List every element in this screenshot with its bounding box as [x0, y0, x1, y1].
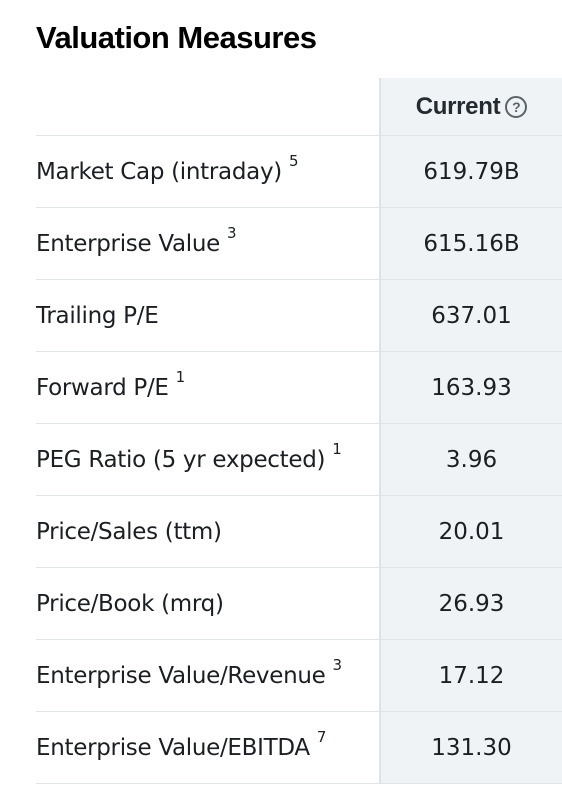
footnote-marker: 1: [332, 439, 342, 458]
row-label: Trailing P/E: [36, 280, 379, 351]
row-label-text: Enterprise Value: [36, 230, 220, 257]
row-value: 163.93: [379, 352, 562, 423]
row-value: 619.79B: [379, 136, 562, 207]
row-value: 26.93: [379, 568, 562, 639]
header-label-cell: [36, 78, 379, 135]
table-row: Market Cap (intraday) 5 619.79B: [36, 136, 562, 208]
row-label-text: Enterprise Value/EBITDA: [36, 734, 310, 761]
footnote-marker: 1: [175, 367, 186, 386]
table-header-row: Current ?: [36, 78, 562, 136]
row-label: Price/Book (mrq): [36, 568, 379, 639]
footnote-marker: 3: [226, 223, 237, 242]
table-row: Price/Book (mrq) 26.93: [36, 568, 562, 640]
table-row: Enterprise Value/Revenue 3 17.12: [36, 640, 562, 712]
row-label: PEG Ratio (5 yr expected) 1: [36, 424, 379, 495]
row-label: Market Cap (intraday) 5: [36, 136, 379, 207]
row-label-text: Price/Sales (ttm): [36, 518, 222, 545]
table-row: Trailing P/E 637.01: [36, 280, 562, 352]
row-label-text: Market Cap (intraday): [36, 158, 282, 185]
row-label: Price/Sales (ttm): [36, 496, 379, 567]
table-row: Enterprise Value/EBITDA 7 131.30: [36, 712, 562, 784]
footnote-marker: 5: [288, 151, 299, 170]
row-label-text: PEG Ratio (5 yr expected): [36, 446, 326, 473]
row-label: Enterprise Value/EBITDA 7: [36, 712, 379, 783]
current-column-header: Current: [415, 92, 501, 120]
question-circle-icon[interactable]: ?: [505, 95, 528, 118]
row-label-text: Trailing P/E: [36, 302, 159, 329]
table-row: PEG Ratio (5 yr expected) 1 3.96: [36, 424, 562, 496]
footnote-marker: 3: [332, 655, 343, 674]
row-value: 637.01: [379, 280, 562, 351]
row-label-text: Price/Book (mrq): [36, 590, 224, 617]
page-title: Valuation Measures: [36, 20, 317, 55]
row-label-text: Enterprise Value/Revenue: [36, 662, 326, 689]
row-value: 131.30: [379, 712, 562, 783]
row-value: 20.01: [379, 496, 562, 567]
header-current-cell: Current ?: [379, 78, 562, 135]
row-label: Forward P/E 1: [36, 352, 379, 423]
table-row: Forward P/E 1 163.93: [36, 352, 562, 424]
table-row: Price/Sales (ttm) 20.01: [36, 496, 562, 568]
row-label-text: Forward P/E: [36, 374, 169, 401]
row-value: 3.96: [379, 424, 562, 495]
table-row: Enterprise Value 3 615.16B: [36, 208, 562, 280]
row-label: Enterprise Value 3: [36, 208, 379, 279]
row-value: 615.16B: [379, 208, 562, 279]
row-label: Enterprise Value/Revenue 3: [36, 640, 379, 711]
row-value: 17.12: [379, 640, 562, 711]
footnote-marker: 7: [316, 727, 327, 746]
valuation-measures-table: Current ? Market Cap (intraday) 5 619.79…: [36, 78, 562, 784]
